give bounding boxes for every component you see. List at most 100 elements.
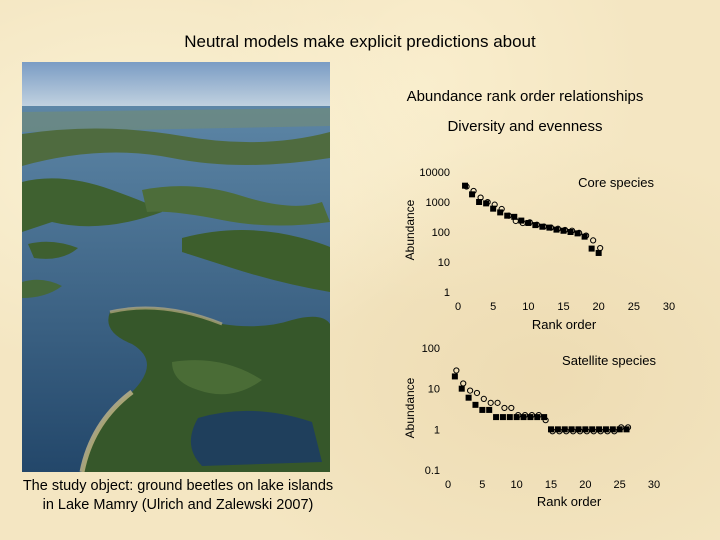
satellite-species-chart: Satellite species Abundance Rank order 0… [390,338,710,523]
data-point-circle [604,428,611,435]
chart-title: Satellite species [562,353,656,368]
x-tick-label: 20 [593,301,605,313]
data-point-square [493,414,500,421]
data-point-square [451,373,458,380]
x-tick-label: 20 [579,479,591,491]
data-point-circle [515,411,522,419]
x-tick-label: 10 [511,479,523,491]
x-tick-label: 25 [628,301,640,313]
data-point-circle [505,212,512,219]
core-species-chart: Core species Abundance Rank order 1 10 100… [390,160,710,345]
data-point-square [504,212,511,219]
lake-photo-illustration [22,62,330,472]
data-point-square [567,229,574,235]
y-tick-label: 10 [428,384,440,396]
y-tick-label: 10 [438,257,450,269]
data-point-circle [526,219,533,226]
x-tick-label: 15 [545,479,557,491]
data-point-square [546,224,553,231]
data-point-circle [590,237,597,244]
data-point-circle [556,428,563,435]
x-axis-label: Rank order [537,494,602,509]
data-point-circle [487,399,494,406]
data-point-square [486,406,493,413]
data-point-square [476,199,483,205]
subtitle-diversity-evenness: Diversity and evenness [447,118,603,135]
y-tick-label: 1000 [426,197,450,209]
data-point-square [462,182,469,189]
data-point-square [472,401,479,408]
y-axis-label: Abundance [403,199,417,260]
data-point-circle [542,417,549,424]
x-tick-label: 15 [557,301,569,313]
data-point-circle [473,389,481,397]
data-point-square [506,414,513,421]
data-point-square [595,249,602,256]
y-tick-label: 100 [432,227,450,239]
data-point-square [458,385,465,392]
x-tick-label: 25 [614,479,626,491]
data-point-circle [618,424,625,431]
data-point-square [465,394,472,401]
data-point-circle [453,367,460,374]
core-species-chart-svg: Core species Abundance Rank order 110100… [403,167,675,332]
data-point-square [541,414,548,421]
caption-line-1: The study object: ground beetles on lake… [22,478,334,494]
data-point-circle [583,232,590,239]
satellite-species-chart-svg: Satellite species Abundance Rank order 0… [403,343,660,509]
data-point-square [469,191,476,198]
data-point-square [539,223,546,230]
data-point-circle [563,428,570,435]
x-axis-label: Rank order [532,317,597,332]
data-point-circle [597,244,604,252]
data-point-circle [533,221,540,228]
x-tick-label: 5 [490,301,496,313]
data-point-circle [576,428,584,435]
data-point-circle [467,387,474,394]
data-point-square [497,209,504,216]
data-point-circle [549,428,556,435]
y-tick-label: 1 [444,287,450,299]
data-point-circle [561,226,569,234]
data-point-circle [460,380,467,387]
y-tick-label: 0.1 [425,465,440,477]
data-point-circle [508,404,515,412]
slide-title: Neutral models make explicit predictions… [184,32,536,51]
data-point-circle [498,205,505,213]
aerial-lake-islands-photo [22,62,330,472]
data-point-circle [583,428,590,435]
data-point-square [490,205,497,212]
data-point-square [560,227,567,234]
x-tick-label: 0 [455,301,461,313]
data-point-square [525,219,532,226]
photo-caption: The study object: ground beetles on lake… [0,477,356,515]
data-point-circle [477,194,484,201]
data-point-circle [535,411,542,419]
data-point-circle [519,219,526,227]
data-point-circle [597,428,604,435]
data-point-circle [554,225,562,232]
data-point-circle [540,223,547,230]
x-tick-label: 0 [445,479,451,491]
data-point-square [532,222,539,229]
y-tick-label: 10000 [419,167,450,179]
data-point-circle [528,411,535,419]
data-point-square [479,406,486,413]
caption-line-2: in Lake Mamry (Ulrich and Zalewski 2007) [42,497,314,513]
data-point-circle [494,399,501,406]
y-tick-label: 100 [422,343,440,355]
data-point-circle [568,227,576,234]
y-axis-label: Abundance [403,377,417,438]
data-point-circle [590,428,597,435]
data-point-square [511,213,518,220]
subtitle-abundance-rank: Abundance rank order relationships [406,88,644,105]
chart-title: Core species [578,175,654,190]
data-point-circle [501,404,508,412]
x-tick-label: 10 [522,301,534,313]
data-point-circle [521,411,529,419]
data-point-square [574,230,581,237]
data-point-square [588,245,595,252]
data-point-circle [484,199,491,206]
data-point-circle [470,187,477,195]
data-point-circle [480,395,487,403]
